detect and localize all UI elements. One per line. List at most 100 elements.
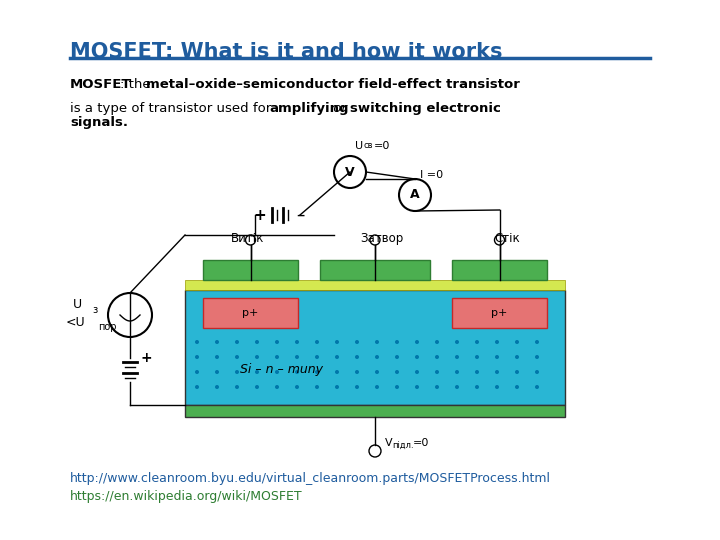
Circle shape: [315, 355, 319, 359]
Circle shape: [515, 370, 519, 374]
Circle shape: [195, 355, 199, 359]
Circle shape: [235, 385, 239, 389]
Circle shape: [246, 235, 256, 245]
Circle shape: [475, 340, 479, 344]
Circle shape: [495, 235, 505, 245]
Circle shape: [235, 355, 239, 359]
Circle shape: [235, 370, 239, 374]
Text: Витік: Витік: [230, 232, 264, 245]
Circle shape: [295, 340, 299, 344]
Circle shape: [375, 370, 379, 374]
Text: is a type of transistor used for: is a type of transistor used for: [70, 102, 276, 115]
Circle shape: [415, 385, 419, 389]
Circle shape: [375, 355, 379, 359]
Circle shape: [215, 385, 219, 389]
Text: signals.: signals.: [70, 116, 128, 129]
Text: U: U: [355, 141, 363, 151]
Circle shape: [315, 370, 319, 374]
Circle shape: [535, 385, 539, 389]
Circle shape: [195, 340, 199, 344]
Circle shape: [370, 235, 380, 245]
Circle shape: [295, 385, 299, 389]
Circle shape: [435, 340, 439, 344]
Circle shape: [215, 370, 219, 374]
Circle shape: [395, 340, 399, 344]
Circle shape: [415, 370, 419, 374]
Text: Si – n – muny: Si – n – muny: [240, 363, 323, 376]
Text: http://www.cleanroom.byu.edu/virtual_cleanroom.parts/MOSFETProcess.html: http://www.cleanroom.byu.edu/virtual_cle…: [70, 472, 551, 485]
Circle shape: [435, 385, 439, 389]
Text: U: U: [73, 299, 82, 312]
Text: p+: p+: [243, 308, 258, 318]
Circle shape: [275, 385, 279, 389]
Text: пор: пор: [98, 322, 117, 332]
Circle shape: [395, 370, 399, 374]
Circle shape: [435, 355, 439, 359]
Text: MOSFET: What is it and how it works: MOSFET: What is it and how it works: [70, 42, 503, 62]
Bar: [185, 405, 565, 417]
Text: св: св: [364, 141, 374, 151]
Bar: [452, 298, 547, 328]
Bar: [203, 260, 298, 280]
Circle shape: [515, 385, 519, 389]
Circle shape: [295, 370, 299, 374]
Circle shape: [315, 340, 319, 344]
Text: =0: =0: [374, 141, 390, 151]
Text: switching electronic: switching electronic: [350, 102, 501, 115]
Bar: [203, 298, 298, 328]
Text: MOSFET: MOSFET: [70, 78, 132, 91]
Circle shape: [108, 293, 152, 337]
Circle shape: [515, 340, 519, 344]
Circle shape: [415, 355, 419, 359]
Circle shape: [495, 340, 499, 344]
Circle shape: [275, 340, 279, 344]
Circle shape: [335, 370, 339, 374]
Circle shape: [395, 355, 399, 359]
Circle shape: [295, 355, 299, 359]
Text: V: V: [345, 165, 355, 179]
Circle shape: [495, 355, 499, 359]
Text: Стік: Стік: [495, 232, 521, 245]
Bar: [320, 260, 430, 280]
Circle shape: [535, 355, 539, 359]
Circle shape: [335, 385, 339, 389]
Circle shape: [369, 445, 381, 457]
Text: p+: p+: [491, 308, 508, 318]
Circle shape: [395, 385, 399, 389]
Circle shape: [455, 370, 459, 374]
Circle shape: [475, 370, 479, 374]
Text: : the: : the: [120, 78, 155, 91]
Circle shape: [435, 370, 439, 374]
Circle shape: [455, 355, 459, 359]
Text: A: A: [410, 188, 420, 201]
Circle shape: [335, 355, 339, 359]
Text: :: :: [461, 78, 465, 91]
Text: https://en.wikipedia.org/wiki/MOSFET: https://en.wikipedia.org/wiki/MOSFET: [70, 490, 302, 503]
Circle shape: [215, 355, 219, 359]
Text: –: –: [296, 206, 304, 224]
Text: metal–oxide–semiconductor field-effect transistor: metal–oxide–semiconductor field-effect t…: [146, 78, 520, 91]
Text: I =0: I =0: [420, 170, 443, 180]
Text: +: +: [140, 351, 152, 365]
Circle shape: [515, 355, 519, 359]
Circle shape: [415, 340, 419, 344]
Circle shape: [215, 340, 219, 344]
Circle shape: [495, 370, 499, 374]
Circle shape: [455, 385, 459, 389]
Circle shape: [275, 370, 279, 374]
Circle shape: [255, 370, 259, 374]
Text: V: V: [385, 438, 392, 448]
Circle shape: [355, 370, 359, 374]
Circle shape: [495, 385, 499, 389]
Text: +: +: [253, 207, 266, 222]
Circle shape: [455, 340, 459, 344]
Circle shape: [195, 385, 199, 389]
Circle shape: [335, 340, 339, 344]
Circle shape: [315, 385, 319, 389]
Bar: [452, 260, 547, 280]
Circle shape: [375, 340, 379, 344]
Circle shape: [195, 370, 199, 374]
Text: =0: =0: [413, 438, 429, 448]
Text: or: or: [329, 102, 351, 115]
Text: <U: <U: [66, 316, 85, 329]
